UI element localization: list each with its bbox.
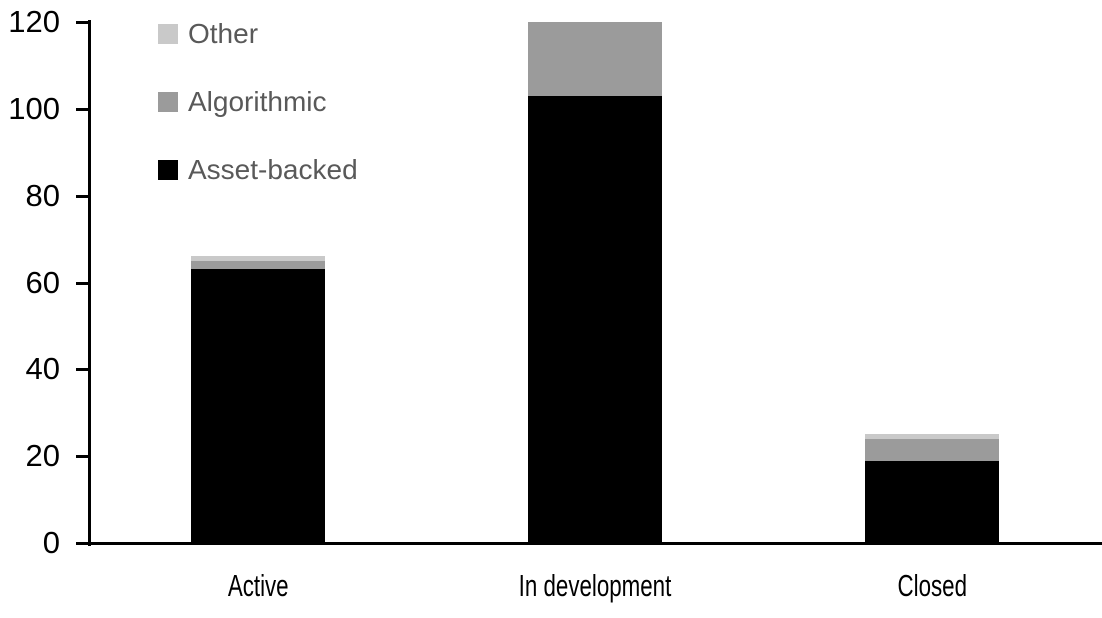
y-tick bbox=[76, 21, 89, 24]
x-category-label-text: In development bbox=[518, 568, 672, 603]
y-tick-label: 60 bbox=[25, 265, 60, 300]
bar-segment-asset-backed bbox=[191, 269, 325, 543]
y-tick-label: 40 bbox=[25, 351, 60, 386]
legend-item-asset-backed: Asset-backed bbox=[158, 156, 358, 184]
y-tick bbox=[76, 368, 89, 371]
legend-swatch-icon bbox=[158, 160, 178, 180]
bar-segment-algorithmic bbox=[865, 438, 999, 461]
bar-segment-algorithmic bbox=[191, 260, 325, 270]
legend-swatch-icon bbox=[158, 24, 178, 44]
y-tick-label: 100 bbox=[8, 91, 60, 126]
y-tick-label: 0 bbox=[42, 525, 60, 560]
legend: Other Algorithmic Asset-backed bbox=[158, 20, 358, 228]
legend-label: Asset-backed bbox=[188, 154, 358, 185]
legend-label: Algorithmic bbox=[188, 86, 327, 117]
bar-segment-algorithmic bbox=[528, 22, 662, 96]
y-tick-label: 80 bbox=[25, 178, 60, 213]
legend-label: Other bbox=[188, 18, 259, 49]
y-tick bbox=[76, 542, 89, 545]
y-tick bbox=[76, 108, 89, 111]
x-category-label: In development bbox=[435, 568, 755, 604]
legend-swatch-icon bbox=[158, 92, 178, 112]
legend-item-algorithmic: Algorithmic bbox=[158, 88, 358, 116]
x-category-label-text: Active bbox=[227, 568, 289, 603]
x-axis-line bbox=[88, 542, 1102, 545]
y-tick bbox=[76, 282, 89, 285]
bar-segment-other bbox=[865, 434, 999, 439]
bar-segment-other bbox=[191, 256, 325, 261]
bar-segment-asset-backed bbox=[528, 95, 662, 543]
bar-segment-asset-backed bbox=[865, 460, 999, 543]
legend-item-other: Other bbox=[158, 20, 358, 48]
y-axis-line bbox=[88, 20, 91, 546]
x-category-label: Active bbox=[98, 568, 418, 604]
y-tick-label: 120 bbox=[8, 4, 60, 39]
y-tick bbox=[76, 455, 89, 458]
x-category-label: Closed bbox=[772, 568, 1092, 604]
x-category-label-text: Closed bbox=[897, 568, 967, 603]
y-tick bbox=[76, 195, 89, 198]
y-tick-label: 20 bbox=[25, 438, 60, 473]
